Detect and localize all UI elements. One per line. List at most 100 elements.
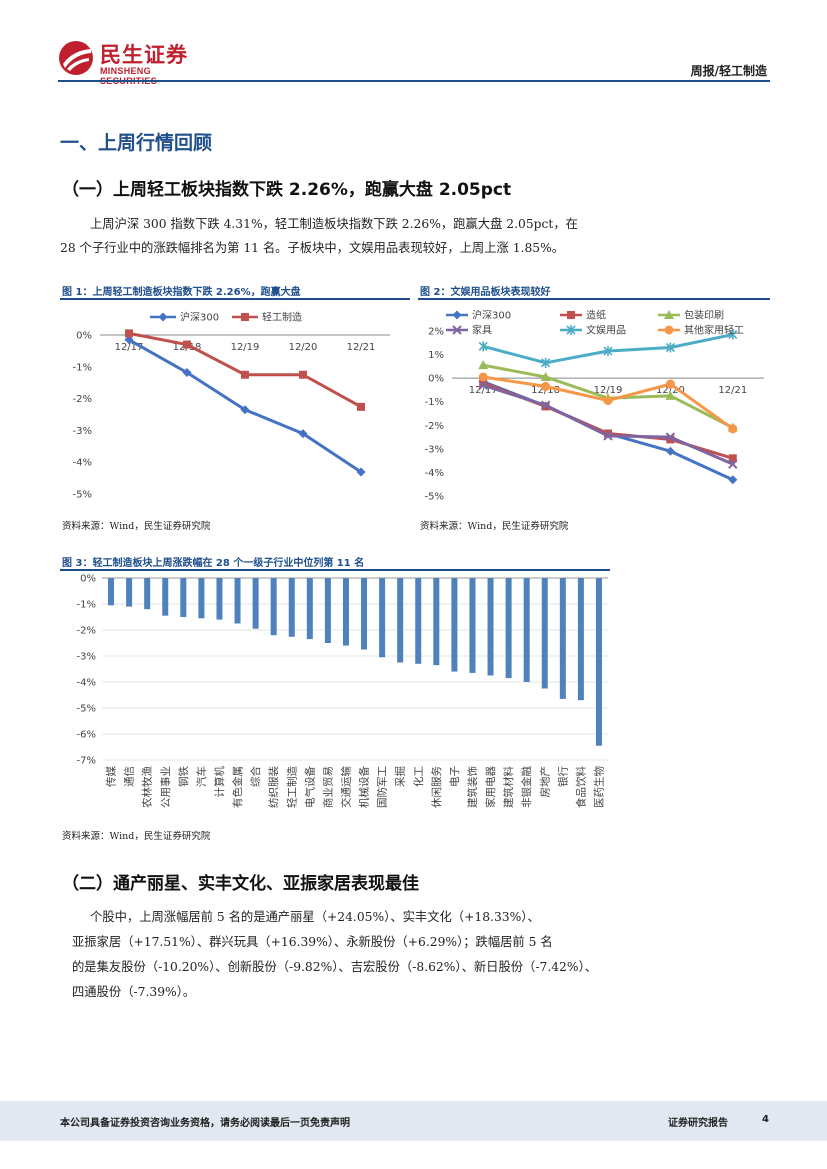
x-tick-label: 食品饮料 <box>574 766 587 808</box>
x-tick-label: 12/19 <box>594 385 623 396</box>
data-point <box>665 390 676 400</box>
data-point <box>603 346 613 357</box>
report-type: 周报/轻工制造 <box>690 64 767 78</box>
bar <box>162 578 169 616</box>
data-point <box>541 357 551 368</box>
legend-label: 轻工制造 <box>262 311 302 324</box>
y-tick-label: -2% <box>425 421 444 432</box>
y-tick-label: -1% <box>77 600 96 611</box>
footer-page-number: 4 <box>762 1114 769 1125</box>
legend-marker <box>567 311 575 319</box>
y-tick-label: -3% <box>73 426 92 437</box>
legend-label: 沪深300 <box>180 311 219 324</box>
x-tick-label: 机械设备 <box>358 766 371 808</box>
y-tick-label: 2% <box>428 327 444 338</box>
footer: 本公司具备证券投资咨询业务资格，请务必阅读最后一页免责声明 证券研究报告 4 <box>0 1101 827 1141</box>
bar <box>216 578 223 620</box>
data-point <box>728 329 738 340</box>
legend-label: 文娱用品 <box>586 324 626 337</box>
bar <box>180 578 187 617</box>
bar <box>288 578 295 637</box>
logo-en-text: MINSHENG SECURITIES <box>100 66 157 86</box>
data-point <box>541 381 551 391</box>
x-tick-label: 12/20 <box>289 342 318 353</box>
data-point <box>665 432 676 442</box>
paragraph-2-line-3: 的是集友股份（-10.20%）、创新股份（-9.82%）、吉宏股份（-8.62%… <box>72 960 598 974</box>
logo: 民生证券 MINSHENG SECURITIES <box>58 40 208 86</box>
bar <box>559 578 566 699</box>
y-tick-label: -6% <box>77 730 96 741</box>
bar <box>433 578 440 666</box>
data-point <box>357 402 365 411</box>
x-tick-label: 医药生物 <box>592 766 605 808</box>
figure-2-source: 资料来源：Wind，民生证券研究院 <box>420 521 569 532</box>
y-tick-label: -3% <box>77 652 96 663</box>
figure-3-source: 资料来源：Wind，民生证券研究院 <box>62 831 211 842</box>
bar <box>234 578 241 624</box>
x-tick-label: 轻工制造 <box>285 766 298 808</box>
bar <box>342 578 349 646</box>
logo-emblem-icon <box>59 41 93 75</box>
x-tick-label: 交通运输 <box>339 766 352 808</box>
y-tick-label: 0% <box>80 574 96 585</box>
x-tick-label: 非银金融 <box>520 766 533 808</box>
bar <box>487 578 494 676</box>
x-tick-label: 家用电器 <box>484 766 497 808</box>
x-tick-label: 12/20 <box>656 385 685 396</box>
subsection-title-2: （二）通产丽星、实丰文化、亚振家居表现最佳 <box>62 874 419 894</box>
bar <box>306 578 313 640</box>
legend-label: 沪深300 <box>472 309 511 322</box>
data-point <box>298 429 308 439</box>
data-point <box>125 329 133 338</box>
y-tick-label: -4% <box>77 678 96 689</box>
footer-report-label: 证券研究报告 <box>668 1118 728 1129</box>
x-tick-label: 化工 <box>412 766 425 787</box>
bar <box>451 578 458 672</box>
y-tick-label: -5% <box>77 704 96 715</box>
y-tick-label: -2% <box>73 394 92 405</box>
data-point <box>299 370 307 379</box>
figure-2-title: 图 2：文娱用品板块表现较好 <box>420 287 551 298</box>
bar <box>415 578 422 664</box>
data-point <box>665 342 675 353</box>
figure-2-chart: 2%1%0%-1%-2%-3%-4%-5%12/1712/1812/1912/2… <box>425 309 764 503</box>
legend-marker <box>452 325 462 335</box>
bar <box>577 578 584 701</box>
data-point <box>478 341 488 352</box>
x-tick-label: 国防军工 <box>376 766 389 808</box>
legend-label: 其他家用轻工 <box>684 324 744 337</box>
data-point <box>241 370 249 379</box>
bar <box>397 578 404 663</box>
data-point <box>728 424 738 434</box>
figure-3-title: 图 3：轻工制造板块上周涨跌幅在 28 个一级子行业中位列第 11 名 <box>62 558 365 569</box>
figure-2-rule <box>418 298 770 300</box>
data-point <box>478 360 489 370</box>
bar <box>505 578 512 679</box>
x-tick-label: 计算机 <box>213 766 226 798</box>
bar <box>361 578 368 650</box>
x-tick-label: 房地产 <box>538 766 551 798</box>
data-point <box>666 435 675 444</box>
data-point <box>665 379 675 389</box>
data-point <box>603 396 613 406</box>
data-point <box>728 475 738 485</box>
legend-label: 包装印刷 <box>684 309 724 322</box>
x-tick-label: 钢铁 <box>177 766 190 787</box>
data-point <box>603 431 613 441</box>
data-point <box>478 372 488 382</box>
x-tick-label: 公用事业 <box>159 766 172 808</box>
x-tick-label: 建筑材料 <box>502 766 515 808</box>
data-point <box>356 467 366 477</box>
data-point <box>124 335 134 345</box>
data-point <box>728 454 737 463</box>
figure-3-rule <box>60 569 610 571</box>
x-tick-label: 纺织服装 <box>267 766 280 808</box>
data-point <box>665 446 675 456</box>
x-tick-label: 综合 <box>249 766 262 787</box>
y-tick-label: 1% <box>428 350 444 361</box>
y-tick-label: -5% <box>425 492 444 503</box>
figure-1-rule <box>60 298 410 300</box>
legend-marker <box>664 325 674 335</box>
x-tick-label: 有色金属 <box>231 766 244 808</box>
x-tick-label: 建筑装饰 <box>466 766 479 808</box>
